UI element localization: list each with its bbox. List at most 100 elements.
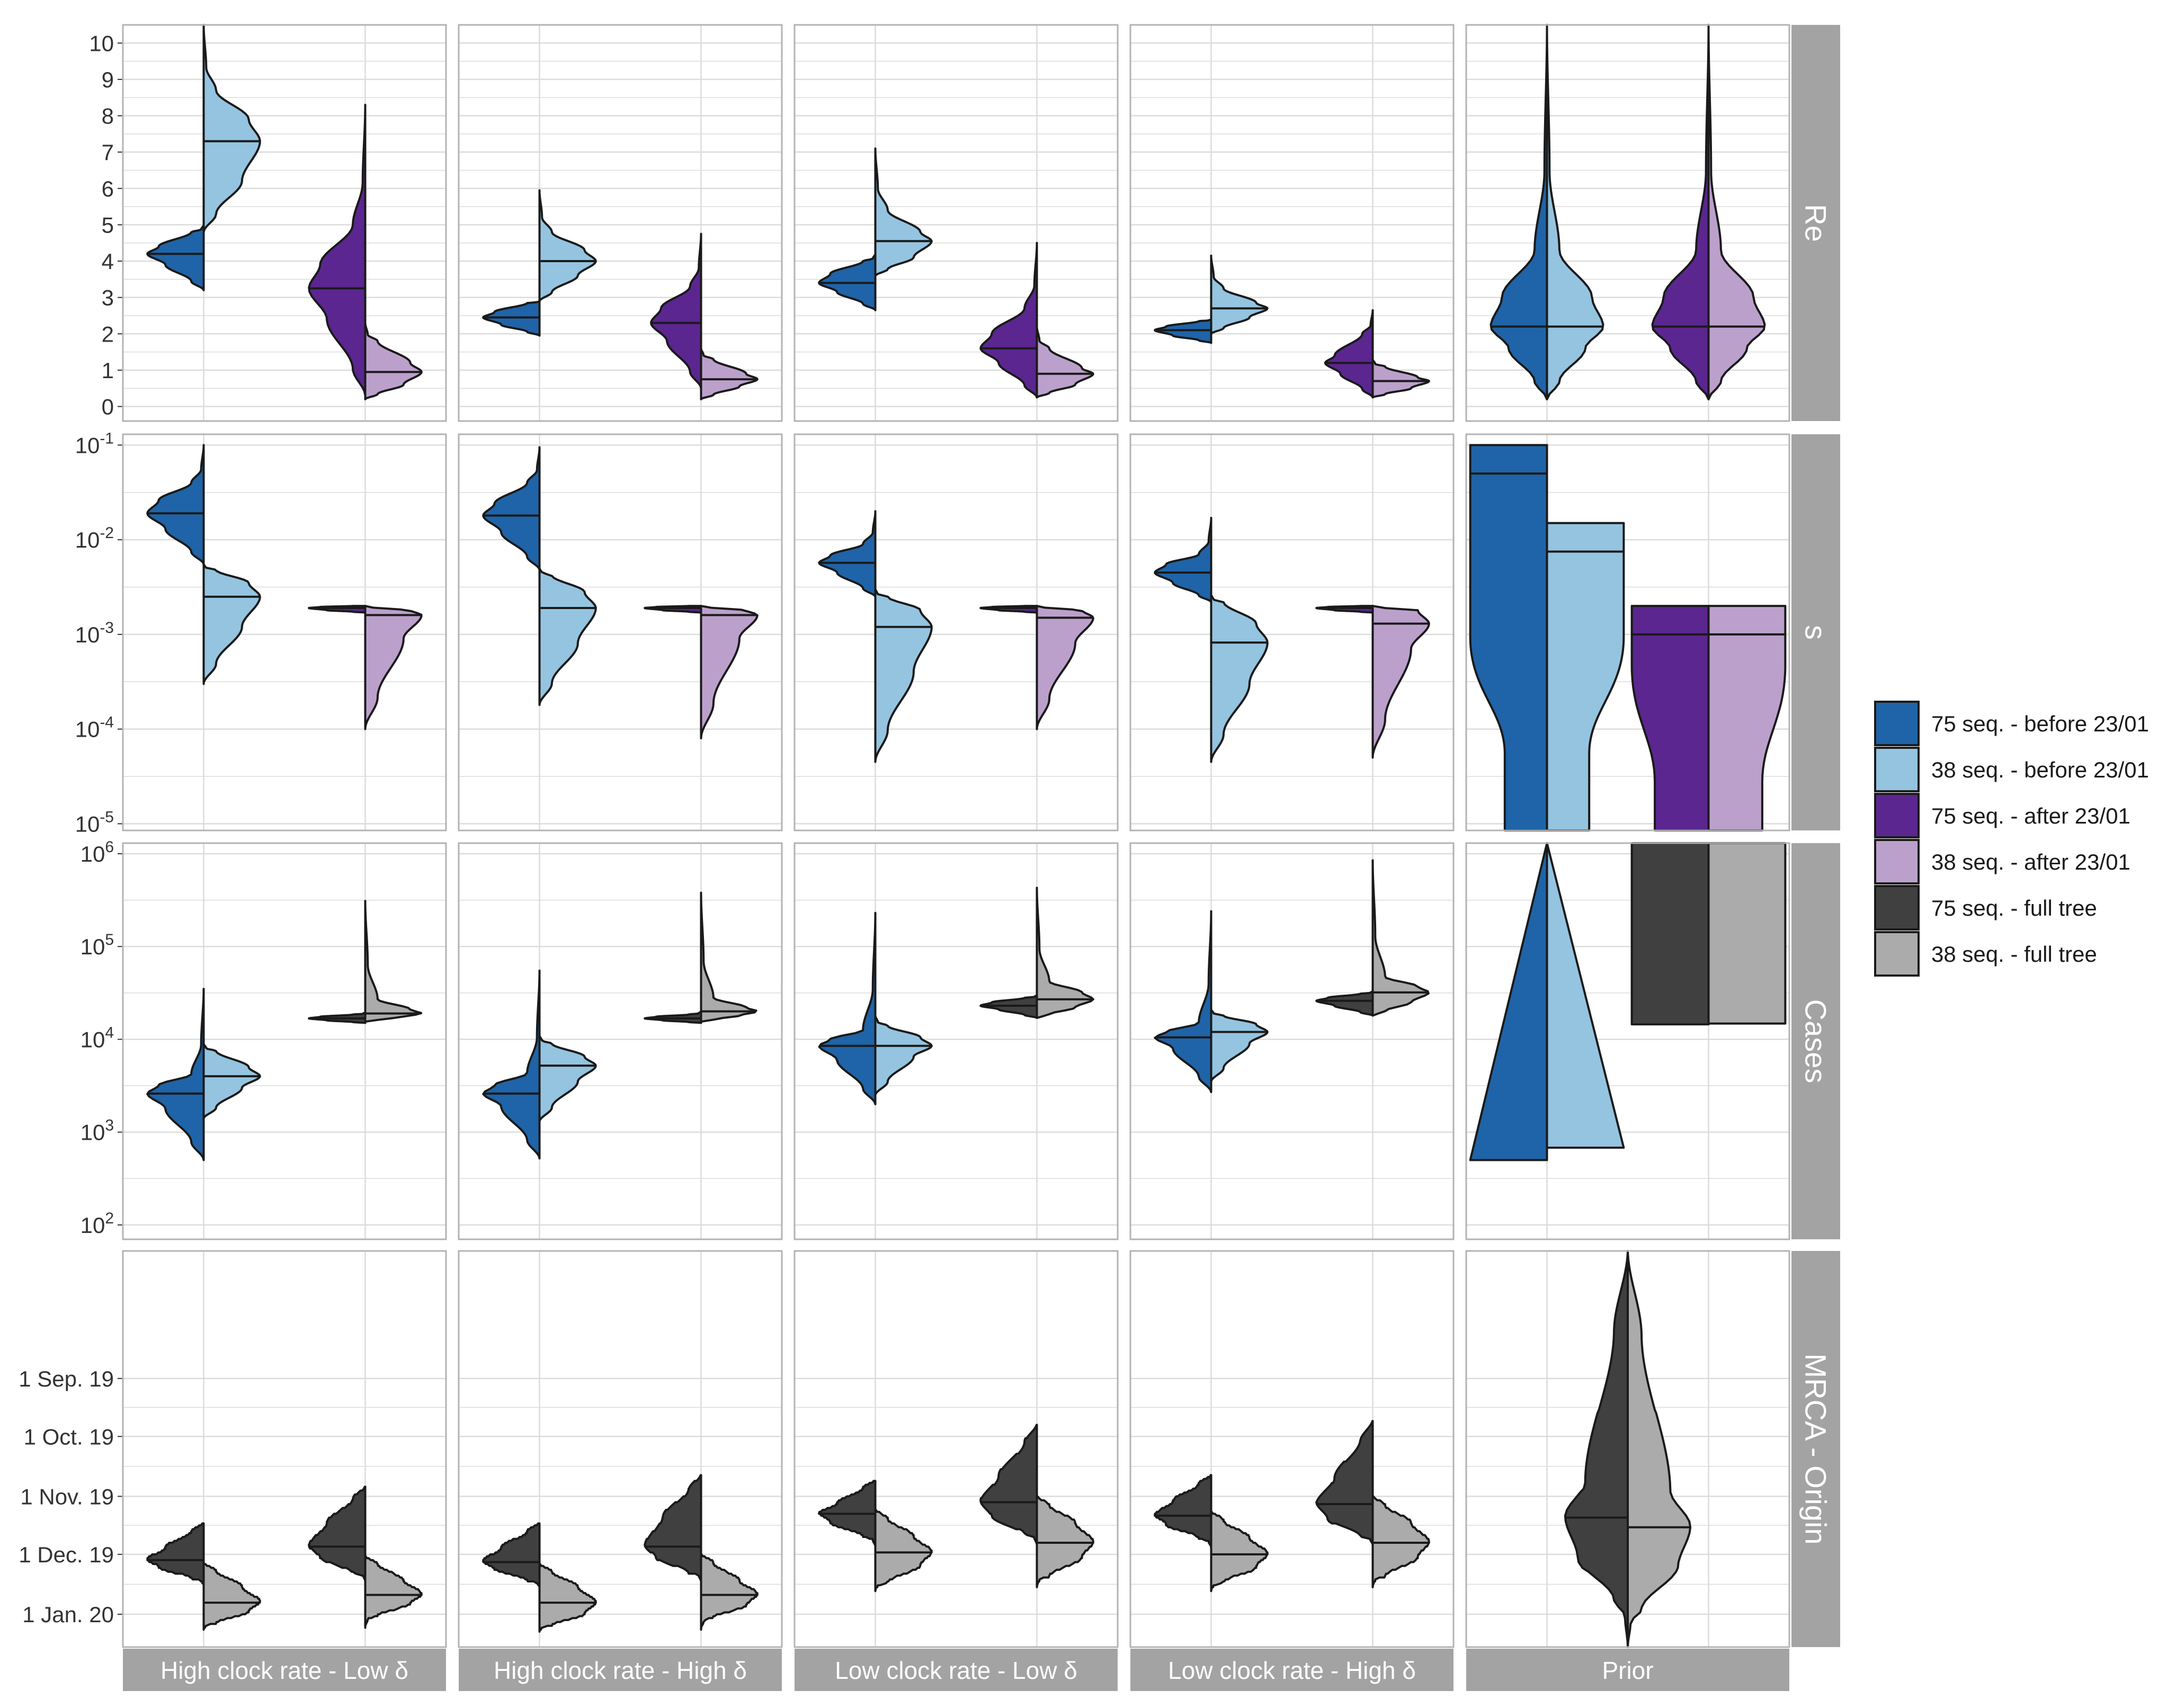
- panel-border: [122, 842, 447, 1240]
- legend-swatch: [1874, 747, 1920, 792]
- violin-half-c38full: [364, 900, 423, 1023]
- violin-half-c75full: [1315, 1420, 1374, 1546]
- violin-half-c38after: [700, 605, 759, 739]
- violin-half-c75full: [1564, 1250, 1629, 1648]
- panel-background: [459, 25, 782, 421]
- panel-border: [458, 24, 783, 422]
- panel-border: [458, 842, 783, 1240]
- row-strip-label: s: [1799, 625, 1833, 640]
- legend-label: 38 seq. - before 23/01: [1931, 757, 2149, 782]
- legend-label: 75 seq. - after 23/01: [1931, 803, 2130, 828]
- y-tick-label: 105: [81, 931, 114, 959]
- row-strip: [1791, 843, 1840, 1239]
- prior-shape-c38full: [1707, 842, 1787, 1025]
- violin-half-c38full: [538, 1563, 597, 1633]
- panel-border: [122, 433, 447, 831]
- prior-shape-c38after: [1707, 605, 1787, 831]
- y-tick-label: 1 Oct. 19: [24, 1424, 114, 1449]
- violin-half-c75full: [1315, 990, 1374, 1017]
- y-tick-label: 1 Sep. 19: [19, 1366, 114, 1391]
- row-strip-label: Cases: [1799, 999, 1833, 1084]
- violin-half-c38after: [1036, 605, 1094, 730]
- panel-border: [1129, 842, 1455, 1240]
- violin-half-c38before: [202, 24, 261, 234]
- panel-border: [1129, 1250, 1455, 1648]
- violin-half-c38before: [1210, 594, 1269, 763]
- panel-border: [793, 433, 1119, 831]
- column-strip: [1466, 1649, 1789, 1691]
- violin-half-c75full: [1154, 1474, 1212, 1550]
- panel-border: [458, 433, 783, 831]
- panel-background: [1466, 25, 1789, 421]
- panel-background: [1130, 1251, 1453, 1647]
- panel-background: [459, 843, 782, 1239]
- violin-half-c75before: [146, 988, 205, 1161]
- column-strip-label: Low clock rate - High δ: [1168, 1657, 1416, 1684]
- panel-border: [793, 24, 1119, 422]
- violin-half-c75full: [979, 1424, 1038, 1546]
- violin-half-c38after: [364, 605, 423, 730]
- prior-shape-c38before: [1546, 522, 1625, 831]
- y-tick-label: 102: [81, 1210, 114, 1238]
- violin-half-c38full: [700, 1553, 759, 1631]
- violin-half-c38before: [874, 147, 933, 277]
- violin-half-c38full: [1036, 887, 1094, 1020]
- violin-half-c38before: [538, 189, 597, 302]
- violin-half-c38before: [538, 1034, 597, 1123]
- violin-half-c38full: [700, 891, 757, 1023]
- prior-shape-c75after: [1630, 605, 1710, 831]
- legend-label: 75 seq. - full tree: [1931, 896, 2097, 920]
- row-strip: [1791, 434, 1840, 830]
- panel-background: [795, 1251, 1118, 1647]
- violin-half-c38full: [364, 1555, 423, 1629]
- y-tick-label: 10: [89, 31, 114, 56]
- y-tick-label: 9: [102, 67, 114, 92]
- row-strip: [1791, 1251, 1840, 1647]
- violin-half-c75before: [482, 446, 541, 571]
- violin-half-c75before: [146, 444, 205, 566]
- legend-swatch: [1874, 885, 1920, 931]
- legend-swatch: [1874, 793, 1920, 838]
- legend-swatch: [1874, 931, 1920, 977]
- panel-border: [1465, 842, 1790, 1240]
- y-tick-label: 1 Nov. 19: [20, 1484, 114, 1509]
- panel-background: [123, 843, 446, 1239]
- y-tick-label: 4: [102, 249, 114, 274]
- y-tick-label: 10-5: [75, 808, 114, 836]
- panel-background: [1130, 25, 1453, 421]
- violin-half-c75full: [644, 1474, 702, 1582]
- y-tick-label: 2: [102, 321, 114, 346]
- column-strip-label: High clock rate - Low δ: [160, 1657, 408, 1684]
- y-tick-label: 104: [81, 1024, 114, 1052]
- column-strip-label: Prior: [1602, 1657, 1653, 1684]
- panel-border: [122, 24, 447, 422]
- column-strip: [1130, 1649, 1453, 1691]
- violin-half-c75full: [146, 1522, 205, 1587]
- panel-border: [458, 1250, 783, 1648]
- violin-half-c75after: [979, 242, 1038, 399]
- row-strip: [1791, 25, 1840, 421]
- legend-swatch: [1874, 701, 1920, 746]
- violin-half-c75after: [308, 103, 367, 397]
- column-strip: [795, 1649, 1118, 1691]
- violin-half-c75after: [650, 232, 702, 390]
- y-tick-label: 6: [102, 176, 114, 201]
- legend-swatch: [1874, 839, 1920, 884]
- violin-half-c38before: [1210, 254, 1269, 335]
- violin-half-c38before: [538, 567, 597, 706]
- panel-border: [1465, 1250, 1790, 1648]
- y-tick-label: 10-2: [75, 524, 114, 552]
- panel-border: [793, 1250, 1119, 1648]
- y-tick-label: 5: [102, 212, 114, 237]
- y-tick-label: 10-4: [75, 714, 114, 742]
- violin-half-c38before: [874, 588, 933, 763]
- violin-half-c75before: [1154, 910, 1212, 1094]
- column-strip: [123, 1649, 446, 1691]
- column-strip: [459, 1649, 782, 1691]
- violin-half-c38after: [1371, 358, 1430, 399]
- row-strip-label: Re: [1799, 204, 1833, 242]
- panel-border: [793, 842, 1119, 1240]
- prior-shape-c75full: [1630, 842, 1710, 1026]
- y-tick-label: 0: [102, 395, 114, 419]
